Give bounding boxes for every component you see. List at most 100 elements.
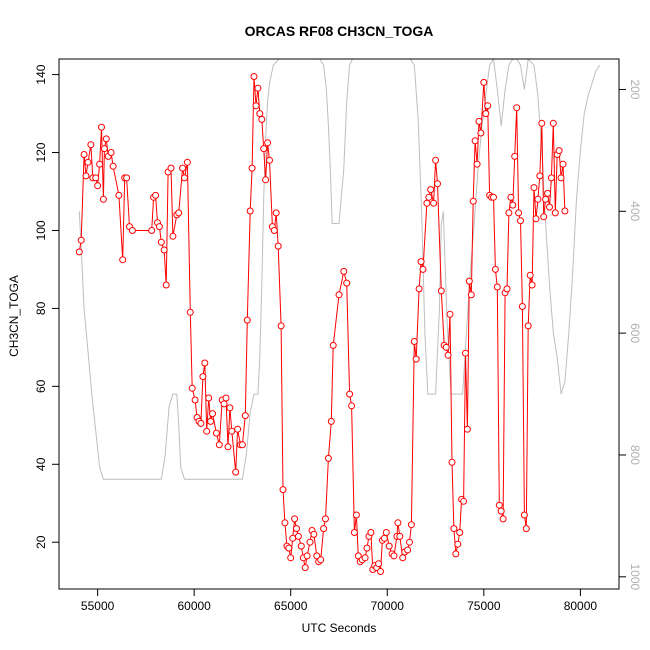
data-point — [294, 532, 302, 540]
data-point — [511, 152, 519, 160]
x-tick-label: 70000 — [371, 599, 405, 613]
data-point — [310, 530, 318, 538]
data-point — [390, 552, 398, 560]
y2-tick-label: 800 — [628, 445, 642, 465]
y-axis: 20 40 60 80 100 120 140 — [34, 64, 60, 549]
data-point — [530, 184, 538, 192]
data-point — [412, 355, 420, 363]
data-point — [179, 164, 187, 172]
data-point — [394, 519, 402, 527]
data-point — [473, 160, 481, 168]
data-point — [542, 195, 550, 203]
x-axis-label: UTC Seconds — [302, 621, 377, 635]
data-point — [517, 217, 524, 225]
data-point — [199, 373, 207, 381]
x-tick-label: 75000 — [467, 599, 501, 613]
data-point — [509, 201, 517, 209]
x-tick-label: 80000 — [564, 599, 598, 613]
data-point — [406, 538, 413, 546]
data-point — [450, 525, 458, 533]
data-point — [465, 277, 473, 285]
data-point — [258, 115, 266, 123]
data-point — [538, 119, 546, 127]
data-point — [343, 279, 351, 287]
data-point — [329, 341, 337, 349]
data-point — [456, 529, 464, 536]
data-point — [203, 427, 211, 435]
data-point — [442, 343, 450, 351]
data-point — [526, 271, 534, 279]
data-point — [162, 281, 170, 289]
data-point — [260, 145, 268, 153]
data-point — [80, 151, 88, 158]
y-tick-label: 120 — [34, 142, 48, 162]
data-point — [306, 538, 314, 546]
data-point — [377, 568, 384, 575]
data-point — [186, 308, 194, 316]
data-point — [518, 303, 526, 310]
data-point — [207, 417, 215, 425]
data-point — [503, 285, 511, 293]
data-point — [546, 203, 553, 211]
data-point — [119, 256, 127, 264]
chart-title: ORCAS RF08 CH3CN_TOGA — [245, 23, 434, 39]
data-point — [446, 310, 454, 318]
data-point — [84, 158, 92, 166]
data-point — [123, 174, 131, 182]
data-point — [291, 515, 299, 523]
data-point — [181, 174, 188, 182]
data-point — [148, 227, 156, 234]
data-point — [287, 554, 295, 562]
data-point — [82, 172, 90, 180]
data-point — [452, 550, 460, 558]
y-tick-label: 140 — [34, 64, 48, 84]
data-point — [404, 546, 412, 554]
data-point — [252, 102, 260, 110]
data-point — [561, 207, 569, 215]
data-point — [551, 209, 559, 217]
data-point — [432, 156, 440, 164]
data-point — [340, 267, 348, 275]
data-point — [254, 84, 262, 92]
data-point — [482, 110, 490, 118]
data-point — [493, 283, 501, 291]
data-point — [99, 195, 107, 203]
data-point — [335, 291, 343, 299]
data-point — [480, 78, 488, 86]
data-point — [250, 73, 258, 80]
data-point — [272, 209, 280, 217]
data-point — [417, 258, 425, 266]
data-point — [532, 215, 540, 223]
data-point — [234, 425, 242, 433]
data-point — [396, 532, 404, 540]
data-point — [320, 525, 328, 533]
data-point — [462, 349, 469, 357]
data-point — [427, 186, 435, 194]
data-point — [423, 199, 431, 207]
data-point — [303, 552, 311, 560]
data-point — [327, 417, 335, 425]
data-point — [524, 322, 532, 330]
data-point — [430, 199, 438, 207]
data-point — [520, 511, 528, 519]
data-point — [547, 174, 555, 182]
y2-tick-label: 600 — [628, 323, 642, 343]
data-point — [92, 174, 100, 182]
data-point — [279, 486, 287, 494]
y-tick-label: 40 — [34, 457, 48, 471]
data-point — [324, 454, 332, 462]
data-point — [109, 162, 117, 170]
data-point — [107, 149, 115, 156]
data-point — [285, 544, 293, 552]
data-point — [155, 223, 163, 231]
data-point — [246, 207, 254, 215]
data-point — [262, 176, 270, 184]
data-point — [128, 227, 136, 234]
data-point — [477, 129, 485, 137]
data-point — [228, 427, 236, 435]
data-point — [264, 139, 272, 147]
data-point — [301, 564, 309, 572]
data-point — [167, 164, 175, 172]
data-point — [248, 164, 256, 172]
